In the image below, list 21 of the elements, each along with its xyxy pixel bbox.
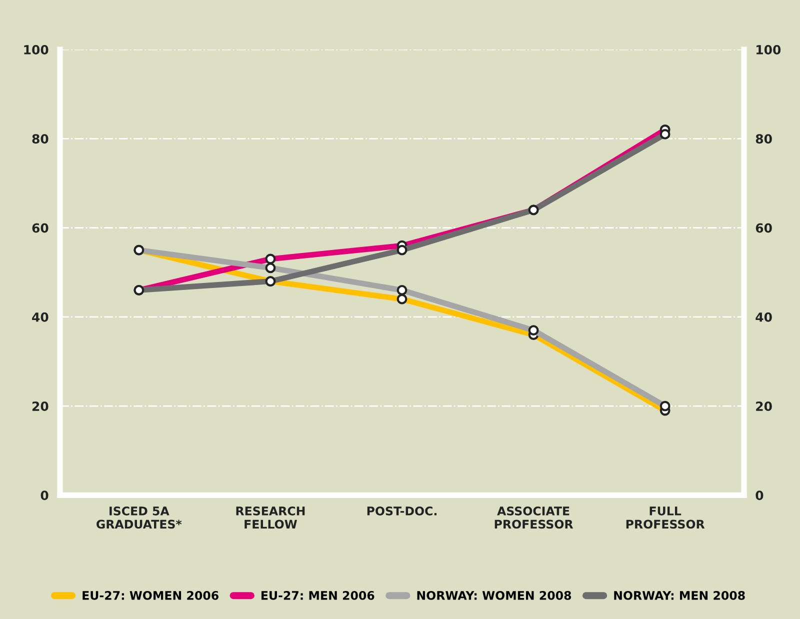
legend-label: NORWAY: MEN 2008: [614, 590, 745, 600]
x-tick-label: POST-DOC.: [367, 506, 436, 516]
x-tick-label: ISCED 5A GRADUATES*: [96, 506, 182, 529]
x-tick-label: RESEARCH FELLOW: [236, 506, 305, 529]
legend-label: NORWAY: WOMEN 2008: [417, 590, 572, 600]
legend-label: EU-27: MEN 2006: [262, 590, 374, 600]
y-tick-label: 20: [32, 402, 48, 411]
x-tick-label: ASSOCIATE PROFESSOR: [494, 506, 574, 529]
y-tick-label: 60: [32, 223, 48, 233]
y2-tick-label: 60: [756, 223, 772, 233]
y2-tick-label: 40: [756, 312, 772, 322]
y-tick-label: 40: [32, 312, 48, 322]
y-tick-label: 0: [40, 490, 48, 500]
y2-tick-label: 100: [756, 44, 781, 54]
x-tick-label: FULL PROFESSOR: [626, 506, 705, 529]
y-tick-label: 80: [32, 134, 48, 144]
y2-tick-label: 20: [756, 402, 772, 411]
y2-tick-label: 80: [756, 134, 772, 144]
legend-label: EU-27: WOMEN 2006: [82, 590, 218, 600]
y2-tick-label: 0: [756, 490, 764, 500]
y-tick-label: 100: [24, 44, 48, 54]
